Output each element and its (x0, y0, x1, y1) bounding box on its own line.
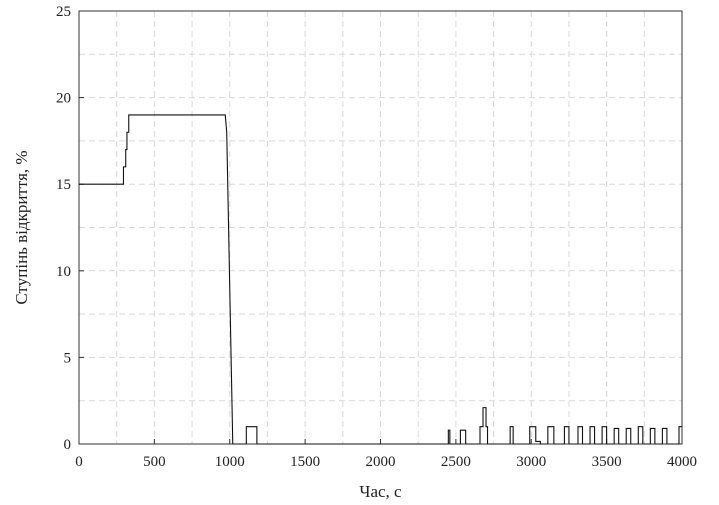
x-axis-title: Час, с (359, 482, 402, 501)
y-tick-label: 25 (56, 4, 71, 20)
x-tick-label: 3000 (516, 454, 546, 470)
series-line (79, 114, 682, 445)
y-tick-label: 10 (56, 264, 71, 280)
grid (79, 11, 682, 444)
y-tick-label: 15 (56, 177, 71, 193)
x-tick-label: 1500 (290, 454, 320, 470)
x-tick-label: 2000 (366, 454, 396, 470)
series-layer (79, 114, 682, 445)
x-tick-label: 1000 (215, 454, 245, 470)
y-axis-title: Ступінь відкриття, % (12, 150, 31, 304)
axis-ticks: 0 500 1000 1500 2000 2500 3000 3500 4000 0 5 10 15 20… (56, 4, 697, 470)
x-tick-label: 2500 (441, 454, 471, 470)
x-tick-label: 0 (75, 454, 83, 470)
x-tick-label: 3500 (592, 454, 622, 470)
y-tick-label: 0 (64, 437, 72, 453)
y-tick-label: 20 (56, 91, 71, 107)
x-tick-label: 500 (143, 454, 166, 470)
y-tick-label: 5 (64, 350, 72, 366)
x-tick-label: 4000 (667, 454, 697, 470)
